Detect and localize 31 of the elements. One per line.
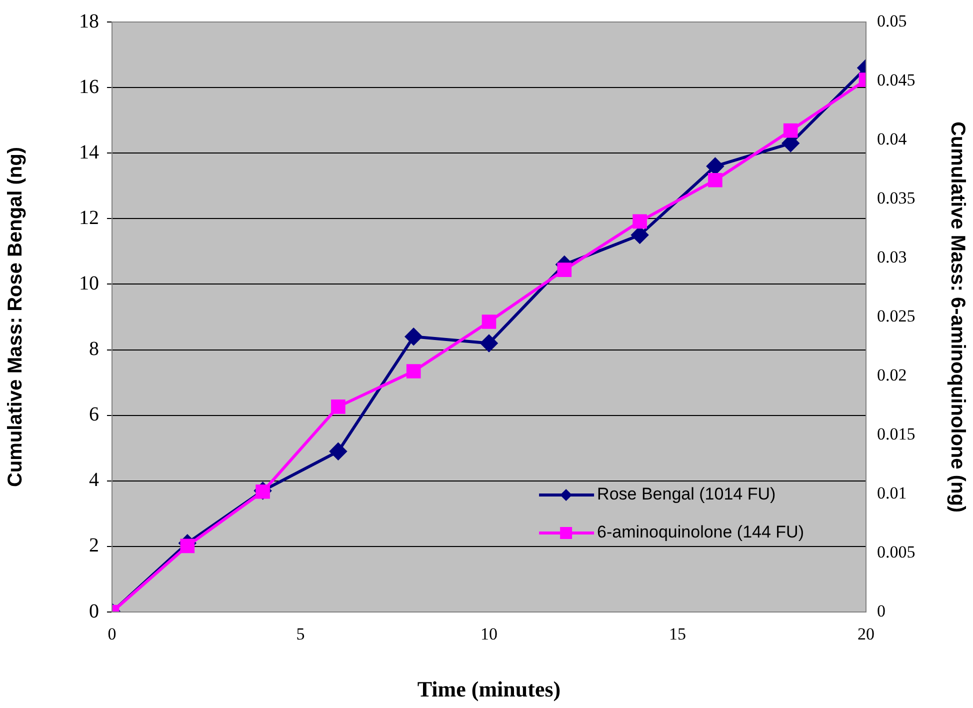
y-tick-label: 18: [79, 10, 99, 32]
x-axis-title: Time (minutes): [417, 676, 561, 702]
y-tick-label: 14: [79, 141, 99, 164]
legend-label: Rose Bengal (1014 FU): [597, 484, 776, 504]
y-tick-label: 4: [89, 469, 99, 492]
y-tick-label: 12: [79, 206, 99, 229]
y2-tick-label: 0.03: [877, 247, 907, 266]
y2-tick-label: 0.04: [877, 129, 908, 148]
y2-tick-label: 0.035: [877, 188, 916, 208]
y-tick-label: 2: [89, 534, 99, 557]
y2-tick-label: 0.025: [877, 306, 916, 326]
y2-tick-label: 0.02: [877, 365, 907, 384]
y2-tick-label: 0.01: [877, 483, 907, 502]
y-tick-label: 0: [89, 600, 99, 622]
x-tick-label: 10: [480, 624, 498, 644]
y2-tick-label: 0.045: [877, 70, 916, 90]
x-tick-label: 15: [669, 624, 686, 644]
y-tick-label: 10: [79, 272, 99, 294]
y-tick-label: 16: [79, 76, 99, 98]
y2-tick-label: 0.05: [877, 11, 907, 30]
x-tick-label: 0: [108, 624, 116, 644]
y-tick-label: 6: [89, 404, 99, 426]
x-tick-label: 20: [858, 624, 874, 644]
y2-tick-label: 0.005: [877, 542, 916, 562]
y-axis-title: Cumulative Mass: Rose Bengal (ng): [4, 146, 27, 488]
legend-label: 6-aminoquinolone (144 FU): [597, 522, 804, 542]
y-tick-label: 8: [89, 338, 99, 360]
x-tick-label: 5: [296, 624, 305, 644]
y2-axis-title: Cumulative Mass: 6-aminoquinolone (ng): [946, 121, 968, 513]
y2-tick-label: 0: [877, 601, 886, 620]
y2-tick-label: 0.015: [877, 424, 916, 444]
